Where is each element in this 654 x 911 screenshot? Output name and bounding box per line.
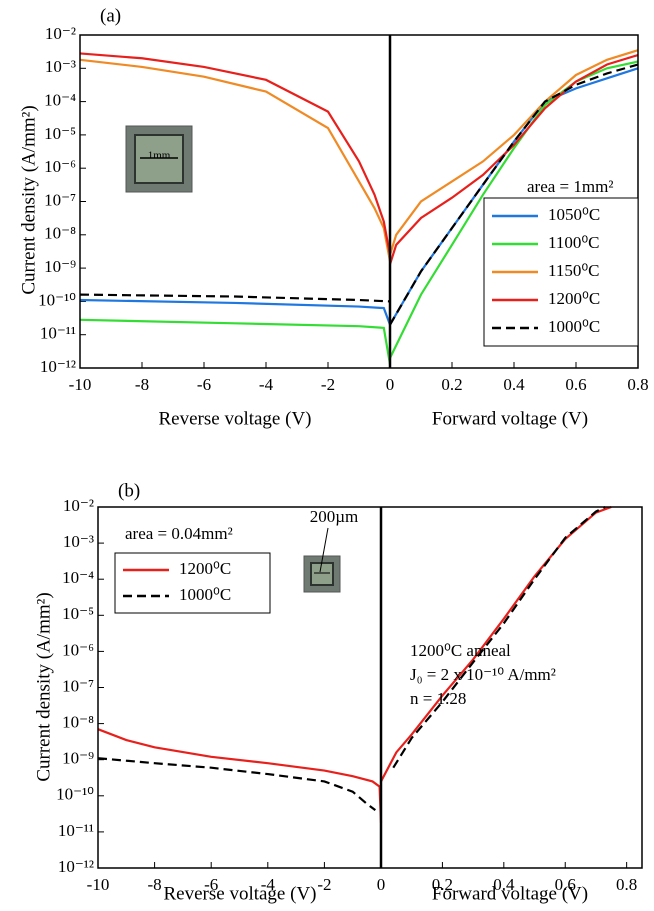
x-tick-label: -8 (135, 375, 149, 394)
y-tick-label: 10⁻⁴ (44, 91, 76, 110)
data-line (97, 728, 383, 823)
legend-label: 1200⁰C (548, 289, 600, 308)
data-line (389, 67, 639, 326)
y-tick-label: 10⁻¹⁰ (56, 785, 94, 804)
y-tick-label: 10⁻⁷ (62, 676, 94, 695)
x-tick-label: 0.4 (503, 375, 525, 394)
x-tick-label: 0 (377, 875, 386, 894)
y-tick-label: 10⁻⁶ (44, 157, 76, 176)
y-tick-label: 10⁻⁷ (44, 190, 76, 209)
x-tick-label: -10 (69, 375, 92, 394)
y-tick-label: 10⁻¹¹ (40, 324, 76, 343)
data-line (389, 63, 639, 326)
y-tick-label: 10⁻² (45, 24, 76, 43)
x-tick-label: -10 (87, 875, 110, 894)
x-tick-label: 0.4 (493, 875, 515, 894)
annotation: area = 1mm² (527, 177, 613, 196)
x-tick-label: -4 (261, 875, 276, 894)
legend-label: 1200⁰C (179, 559, 231, 578)
y-tick-label: 10⁻⁹ (62, 749, 94, 768)
fit-note: 1200⁰C anneal (410, 641, 511, 660)
y-tick-label: 10⁻⁵ (62, 604, 94, 623)
x-tick-label: -6 (197, 375, 211, 394)
data-line (380, 505, 612, 782)
x-tick-label: 0.2 (441, 375, 462, 394)
data-line (388, 49, 639, 256)
annotation: 1mm (148, 150, 171, 162)
x-tick-label: 0.2 (432, 875, 453, 894)
y-tick-label: 10⁻¹¹ (58, 821, 94, 840)
data-line (79, 298, 392, 326)
data-line (79, 58, 392, 262)
x-tick-label: 0.6 (555, 875, 576, 894)
x-axis-label: Reverse voltage (V) (159, 408, 312, 429)
y-axis-label: Current density (A/mm²) (18, 105, 39, 294)
panel-label: (b) (118, 480, 140, 501)
legend-label: 1000⁰C (548, 317, 600, 336)
inset-photo-a (125, 125, 193, 193)
legend-label: 1100⁰C (548, 233, 600, 252)
y-tick-label: 10⁻³ (45, 57, 76, 76)
annotation: area = 0.04mm² (125, 524, 233, 543)
data-line (79, 293, 391, 303)
x-tick-label: 0.6 (565, 375, 586, 394)
y-tick-label: 10⁻² (63, 496, 94, 515)
x-tick-label: -2 (321, 375, 335, 394)
fit-note: n = 1.28 (410, 689, 466, 708)
x-tick-label: -6 (204, 875, 218, 894)
legend-label: 1150⁰C (548, 261, 600, 280)
y-tick-label: 10⁻⁵ (44, 124, 76, 143)
x-tick-label: -8 (148, 875, 162, 894)
x-tick-label: -4 (259, 375, 274, 394)
annotation: 200µm (310, 507, 359, 526)
legend-label: 1000⁰C (179, 585, 231, 604)
plot-frame (97, 506, 643, 869)
x-tick-label: 0.8 (627, 375, 648, 394)
y-tick-label: 10⁻⁸ (44, 224, 76, 243)
panel-label: (a) (100, 5, 121, 26)
fit-note: J₀ = 2 x 10⁻¹⁰ A/mm² (410, 665, 556, 684)
y-tick-label: 10⁻⁸ (62, 713, 94, 732)
data-line (79, 318, 392, 365)
x-tick-label: 0.8 (616, 875, 637, 894)
x-axis-label: Reverse voltage (V) (164, 883, 317, 904)
y-tick-label: 10⁻¹² (40, 357, 76, 376)
y-tick-label: 10⁻¹⁰ (38, 290, 76, 309)
data-line (79, 52, 392, 256)
legend-label: 1050⁰C (548, 205, 600, 224)
y-tick-label: 10⁻⁶ (62, 640, 94, 659)
x-tick-label: -2 (317, 875, 331, 894)
x-axis-label: Forward voltage (V) (432, 883, 588, 904)
inset-photo-b (303, 527, 341, 593)
legend-box (114, 552, 271, 614)
data-line (97, 757, 376, 812)
data-line (392, 506, 606, 769)
data-line (389, 60, 639, 359)
y-tick-label: 10⁻¹² (58, 857, 94, 876)
y-axis-label: Current density (A/mm²) (33, 592, 54, 781)
y-tick-label: 10⁻⁹ (44, 257, 76, 276)
x-axis-label: Forward voltage (V) (432, 408, 588, 429)
y-tick-label: 10⁻⁴ (62, 568, 94, 587)
data-line (388, 53, 639, 265)
y-tick-label: 10⁻³ (63, 532, 94, 551)
x-tick-label: 0 (386, 375, 395, 394)
